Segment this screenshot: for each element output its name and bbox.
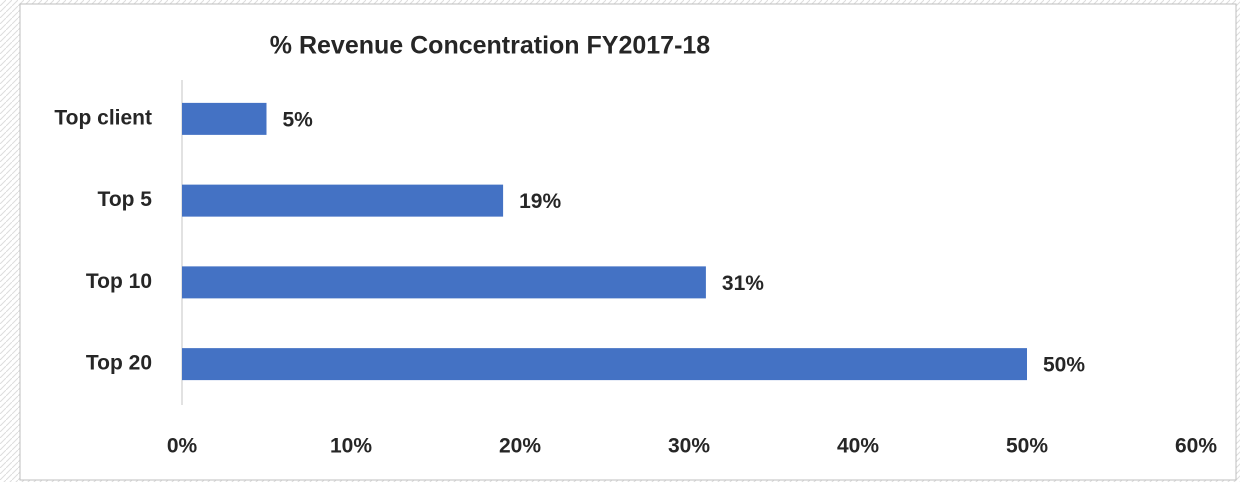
data-label: 5% xyxy=(283,108,314,131)
chart-frame xyxy=(19,3,1237,481)
bar xyxy=(182,266,706,299)
data-label: 19% xyxy=(519,190,561,213)
bar xyxy=(182,348,1027,381)
y-tick-label: Top 10 xyxy=(86,270,152,293)
bar xyxy=(182,102,267,135)
data-label: 31% xyxy=(722,272,764,295)
x-tick-label: 40% xyxy=(837,435,879,458)
x-tick-label: 30% xyxy=(668,435,710,458)
x-tick-label: 10% xyxy=(330,435,372,458)
y-tick-label: Top 20 xyxy=(86,352,152,375)
y-tick-label: Top 5 xyxy=(98,188,153,211)
data-label: 50% xyxy=(1043,354,1085,377)
x-tick-label: 60% xyxy=(1175,435,1217,458)
bar xyxy=(182,184,504,217)
chart-title: % Revenue Concentration FY2017-18 xyxy=(270,32,711,60)
x-tick-label: 20% xyxy=(499,435,541,458)
x-tick-label: 0% xyxy=(167,435,198,458)
x-tick-label: 50% xyxy=(1006,435,1048,458)
y-tick-label: Top client xyxy=(54,106,152,129)
